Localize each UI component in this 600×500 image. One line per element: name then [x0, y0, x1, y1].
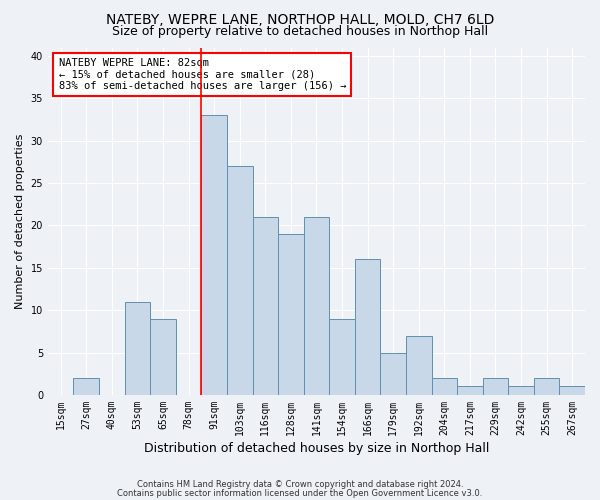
Text: Contains HM Land Registry data © Crown copyright and database right 2024.: Contains HM Land Registry data © Crown c… [137, 480, 463, 489]
X-axis label: Distribution of detached houses by size in Northop Hall: Distribution of detached houses by size … [144, 442, 489, 455]
Bar [278, 234, 304, 395]
Bar [482, 378, 508, 395]
Text: Contains public sector information licensed under the Open Government Licence v3: Contains public sector information licen… [118, 488, 482, 498]
Bar [534, 378, 559, 395]
Bar [304, 217, 329, 395]
Bar [406, 336, 431, 395]
Bar [125, 302, 150, 395]
Bar [457, 386, 482, 395]
Bar [202, 116, 227, 395]
Text: NATEBY, WEPRE LANE, NORTHOP HALL, MOLD, CH7 6LD: NATEBY, WEPRE LANE, NORTHOP HALL, MOLD, … [106, 12, 494, 26]
Bar [508, 386, 534, 395]
Text: Size of property relative to detached houses in Northop Hall: Size of property relative to detached ho… [112, 25, 488, 38]
Bar [380, 352, 406, 395]
Bar [329, 318, 355, 395]
Bar [559, 386, 585, 395]
Bar [227, 166, 253, 395]
Text: NATEBY WEPRE LANE: 82sqm
← 15% of detached houses are smaller (28)
83% of semi-d: NATEBY WEPRE LANE: 82sqm ← 15% of detach… [59, 58, 346, 91]
Bar [253, 217, 278, 395]
Bar [73, 378, 99, 395]
Y-axis label: Number of detached properties: Number of detached properties [15, 134, 25, 309]
Bar [355, 260, 380, 395]
Bar [431, 378, 457, 395]
Bar [150, 318, 176, 395]
